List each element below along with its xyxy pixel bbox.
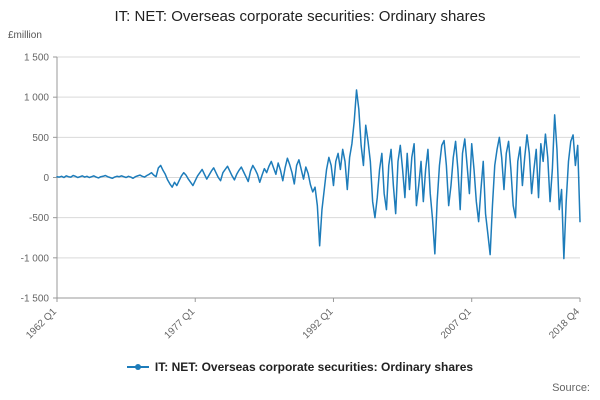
y-axis-unit-label: £million bbox=[8, 30, 42, 41]
svg-text:1 500: 1 500 bbox=[24, 53, 49, 64]
svg-text:2007 Q1: 2007 Q1 bbox=[439, 306, 474, 341]
svg-text:1 000: 1 000 bbox=[24, 93, 49, 104]
svg-text:1962 Q1: 1962 Q1 bbox=[24, 306, 59, 341]
legend-label: IT: NET: Overseas corporate securities: … bbox=[154, 360, 474, 374]
source-label: Source: bbox=[552, 382, 590, 394]
svg-text:-500: -500 bbox=[29, 213, 49, 224]
legend-item[interactable]: IT: NET: Overseas corporate securities: … bbox=[0, 360, 600, 374]
svg-text:1992 Q1: 1992 Q1 bbox=[301, 306, 336, 341]
svg-text:-1 500: -1 500 bbox=[21, 294, 50, 305]
svg-text:0: 0 bbox=[43, 173, 49, 184]
svg-text:-1 000: -1 000 bbox=[21, 253, 50, 264]
legend-line-marker-icon bbox=[126, 362, 149, 372]
svg-text:1977 Q1: 1977 Q1 bbox=[162, 306, 197, 341]
svg-text:2018 Q4: 2018 Q4 bbox=[547, 306, 582, 341]
chart-title: IT: NET: Overseas corporate securities: … bbox=[114, 8, 486, 25]
svg-text:500: 500 bbox=[32, 133, 49, 144]
